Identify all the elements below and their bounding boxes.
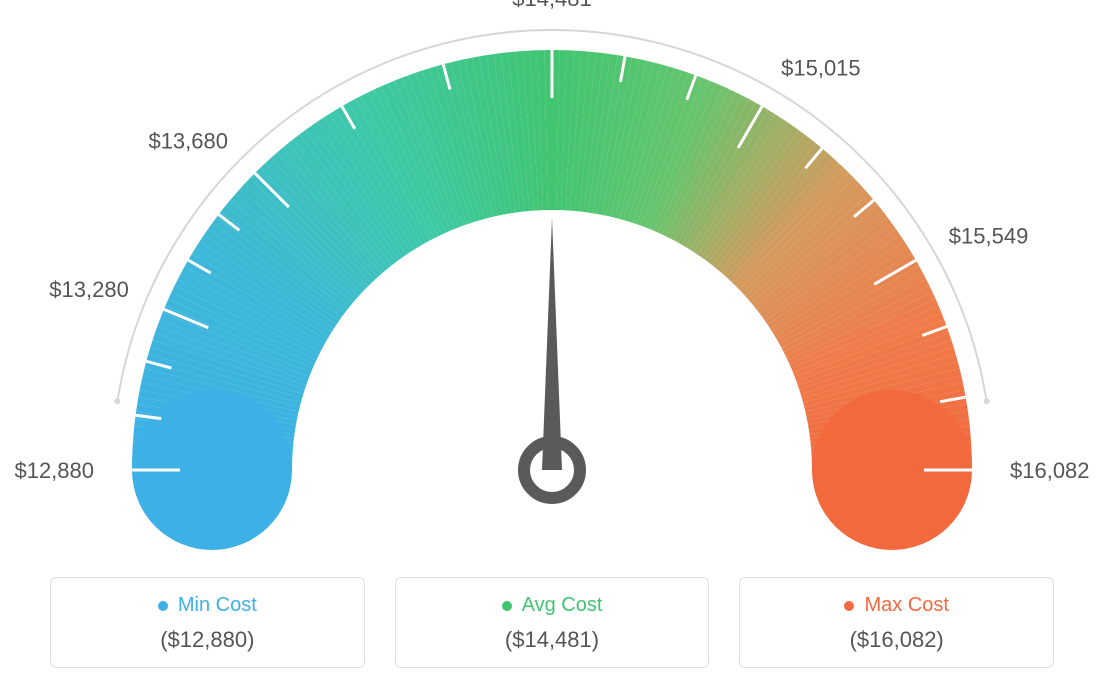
legend-title-label: Avg Cost xyxy=(522,594,603,617)
legend-card-avg: Avg Cost ($14,481) xyxy=(395,577,710,668)
legend-value-min: ($12,880) xyxy=(61,627,354,653)
legend-dot-max xyxy=(844,601,854,611)
legend-title-max: Max Cost xyxy=(844,594,948,617)
legend-title-min: Min Cost xyxy=(158,594,257,617)
cost-gauge: $12,880 $13,280 $13,680 $14,481 $15,015 $15,5… xyxy=(0,0,1104,560)
legend-dot-min xyxy=(158,601,168,611)
legend-card-max: Max Cost ($16,082) xyxy=(739,577,1054,668)
gauge-tick-label: $12,880 xyxy=(14,458,94,483)
gauge-svg: $12,880 $13,280 $13,680 $14,481 $15,015 $15,5… xyxy=(0,0,1104,560)
legend-value-max: ($16,082) xyxy=(750,627,1043,653)
gauge-tick-label: $15,015 xyxy=(781,55,861,80)
legend-dot-avg xyxy=(502,601,512,611)
gauge-tick-label: $15,549 xyxy=(949,223,1029,248)
gauge-needle xyxy=(542,218,562,470)
legend-title-avg: Avg Cost xyxy=(502,594,603,617)
gauge-tick-label: $16,082 xyxy=(1010,458,1090,483)
legend-card-min: Min Cost ($12,880) xyxy=(50,577,365,668)
legend-value-avg: ($14,481) xyxy=(406,627,699,653)
legend-title-label: Max Cost xyxy=(864,594,948,617)
legend-title-label: Min Cost xyxy=(178,594,257,617)
gauge-tick-label: $13,280 xyxy=(49,277,129,302)
gauge-tick-label: $13,680 xyxy=(148,128,228,153)
legend-row: Min Cost ($12,880) Avg Cost ($14,481) Max Co… xyxy=(50,577,1054,668)
gauge-tick-label: $14,481 xyxy=(512,0,592,11)
